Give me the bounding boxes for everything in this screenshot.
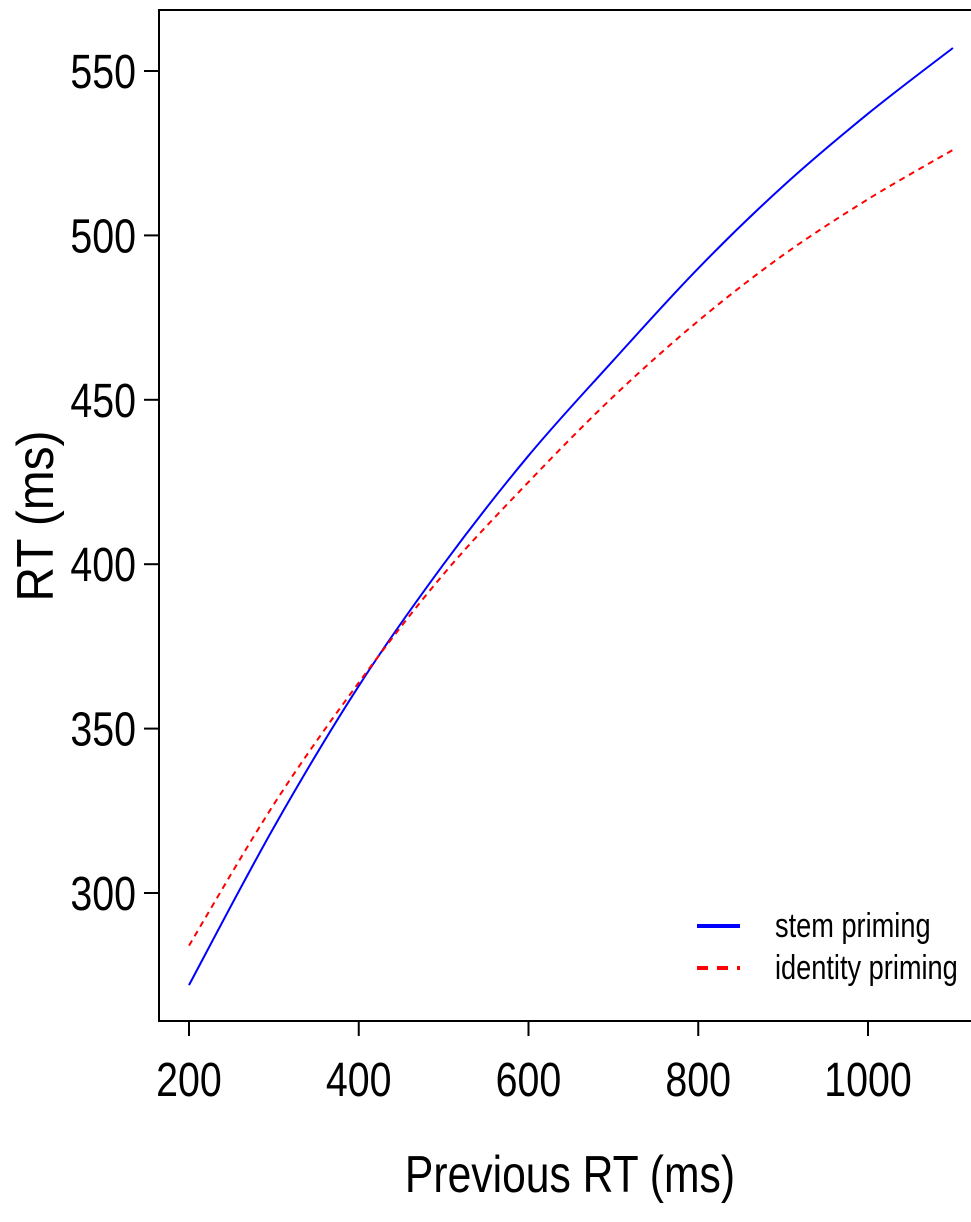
series-line-2 <box>188 149 954 947</box>
x-axis-label: Previous RT (ms) <box>405 1146 735 1204</box>
x-tick-label: 600 <box>496 1053 562 1107</box>
y-tick-label: 450 <box>70 374 136 428</box>
series-layer <box>188 47 954 986</box>
x-tick-label: 200 <box>156 1053 222 1107</box>
series-line-1 <box>188 47 954 986</box>
y-tick-label: 300 <box>70 867 136 921</box>
y-tick-label: 500 <box>70 210 136 264</box>
y-axis: 300 350 400 450 500 550 <box>70 45 159 921</box>
legend-label: identity priming <box>775 948 958 987</box>
y-axis-label: RT (ms) <box>6 431 64 602</box>
x-tick-label: 1000 <box>824 1053 912 1107</box>
plot-frame <box>158 9 971 1022</box>
x-tick-label: 400 <box>326 1053 392 1107</box>
y-tick-label: 350 <box>70 703 136 757</box>
legend-label: stem priming <box>775 906 931 945</box>
y-tick-label: 400 <box>70 539 136 593</box>
x-axis: 200 400 600 800 1000 <box>156 1020 912 1107</box>
x-tick-label: 800 <box>665 1053 731 1107</box>
y-tick-label: 550 <box>70 45 136 99</box>
